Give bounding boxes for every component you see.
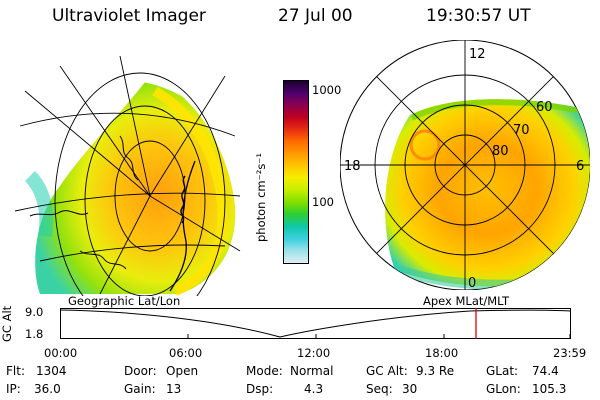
altitude-timeline-plot [60,308,571,339]
colorbar-tick-mid: 100 [312,195,334,209]
gain-value: 13 [166,382,182,396]
glat-label: GLat: [486,364,519,378]
dsp-label: Dsp: [246,382,274,396]
glon-value: 105.3 [532,382,567,396]
x-tick-0600: 06:00 [169,346,203,360]
door-label: Door: [124,364,157,378]
x-tick-0000: 00:00 [44,346,78,360]
mlat-label-60: 60 [536,100,553,115]
flt-label: Flt: [6,364,25,378]
colorbar-tick-top: 1000 [312,83,342,97]
mlat-label-70: 70 [513,123,530,138]
mlt-label-6: 6 [576,159,584,174]
mlt-label-18: 18 [344,159,361,174]
apex-title: Apex MLat/MLT [423,294,510,308]
image-time: 19:30:57 UT [426,6,531,26]
x-tick-1200: 12:00 [297,346,331,360]
seq-value: 30 [402,382,418,396]
image-date: 27 Jul 00 [278,6,353,26]
glat-value: 74.4 [532,364,559,378]
gc-alt-value: 9.3 Re [416,364,455,378]
flt-value: 1304 [36,364,67,378]
x-tick-2359: 23:59 [553,346,587,360]
y-tick-top: 9.0 [25,305,44,319]
mlt-label-12: 12 [469,47,486,62]
seq-label: Seq: [366,382,393,396]
ip-value: 36.0 [34,382,61,396]
mlt-label-0: 0 [468,276,476,290]
mode-label: Mode: [246,364,283,378]
dsp-value: 4.3 [304,382,324,396]
gc-alt-axis-label: GC Alt [0,305,14,342]
color-scale-bar [283,80,309,264]
y-tick-bottom: 1.8 [25,327,44,341]
mode-value: Normal [290,364,334,378]
door-value: Open [166,364,199,378]
gain-label: Gain: [124,382,156,396]
instrument-title: Ultraviolet Imager [52,6,206,26]
mlat-label-80: 80 [492,144,509,159]
x-tick-1800: 18:00 [425,346,459,360]
ip-label: IP: [6,382,21,396]
polar-mlat-mlt-plot: 12 18 6 0 60 70 80 [340,40,590,290]
gc-alt-label: GC Alt: [366,364,408,378]
glon-label: GLon: [486,382,521,396]
geographic-title: Geographic Lat/Lon [68,294,181,308]
geographic-aurora-image [14,55,241,296]
